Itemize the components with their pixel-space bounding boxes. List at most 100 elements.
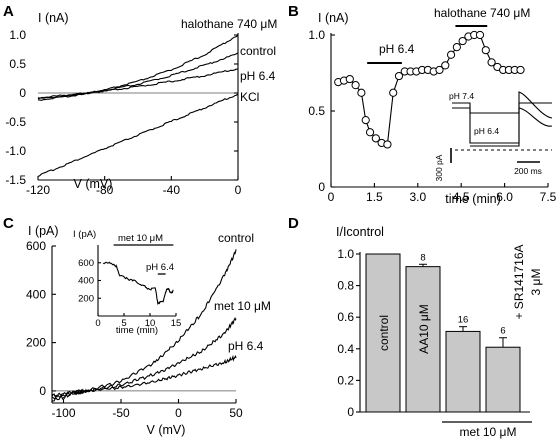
- panel-b-inset-label-ph64: pH 6.4: [474, 126, 499, 136]
- panel-b-data-point: [351, 81, 360, 90]
- panel-a-xtick-label: 0: [235, 183, 242, 197]
- panel-a-series-line: [37, 68, 239, 101]
- panel-c-ytick-label: 0: [39, 384, 46, 398]
- panel-b-xtick-label: 6.0: [496, 190, 513, 204]
- panel-b-bar-label-ph: pH 6.4: [379, 42, 415, 56]
- panel-b-data-point: [361, 116, 370, 125]
- panel-b-xtick-label: 4.5: [453, 190, 470, 204]
- panel-b-data-point: [357, 88, 366, 97]
- panel-d-bar-label: AA10 μM: [417, 304, 431, 354]
- panel-a-ytick-label: -1.0: [5, 144, 26, 158]
- panel-c-xlabel: V (mV): [147, 423, 186, 437]
- panel-b-data-point: [475, 30, 485, 40]
- panel-b-data-point: [441, 61, 450, 70]
- panel-c-xtick-label: 50: [229, 406, 243, 420]
- panel-d-bar-label: control: [377, 315, 391, 351]
- panel-b-data-point: [516, 65, 525, 75]
- panel-c-chart: I (pA) V (mV) control met 10 μM pH 6.4 I…: [26, 224, 271, 437]
- panel-a-label-halothane: halothane 740 μM: [181, 17, 277, 31]
- panel-d-bar: [365, 253, 401, 413]
- panel-d-n-label: 6: [500, 326, 505, 337]
- panel-d-ytick-label: 0.8: [337, 279, 354, 293]
- panel-b-data-point: [345, 74, 354, 84]
- panel-b-data-point: [371, 134, 380, 143]
- panel-b-bar-label-halothane: halothane 740 μM: [434, 6, 530, 20]
- panel-c-ytick-label: 600: [26, 239, 46, 253]
- panel-d-sr-label: + SR141716A: [512, 244, 526, 319]
- panel-b-data-point: [435, 65, 444, 75]
- panel-c-inset-trace: [103, 261, 174, 306]
- panel-b-inset-scale-y: 300 pA: [434, 154, 444, 181]
- panel-d-ytick-label: 1.0: [337, 247, 354, 261]
- panel-d-bar: [445, 330, 481, 413]
- panel-label-b: B: [288, 3, 299, 20]
- panel-a-ytick-label: -0.5: [5, 115, 26, 129]
- panel-c-inset-ytick-label: 400: [78, 276, 94, 287]
- panel-c-inset-xtick-label: 15: [171, 318, 182, 329]
- panel-a-series-line: [37, 93, 239, 177]
- panel-c-inset-xtick-label: 10: [145, 318, 156, 329]
- panel-b-data-point: [458, 36, 467, 46]
- panel-a-xtick-label: -120: [26, 183, 50, 197]
- panel-b-data-point: [446, 50, 456, 59]
- panel-label-d: D: [288, 215, 299, 232]
- panel-c-series-line: [51, 354, 237, 398]
- panel-d-bar: [485, 346, 521, 413]
- panel-b-data-point: [487, 58, 496, 67]
- panel-b-xtick-label: 3.0: [409, 190, 426, 204]
- panel-c-xtick-label: 0: [175, 406, 182, 420]
- panel-b-inset-scale-x: 200 ms: [514, 166, 542, 176]
- panel-b-data-point: [365, 128, 375, 137]
- panel-d-ytick-label: 0.2: [337, 373, 354, 387]
- panel-a-ytick-label: 0.5: [9, 57, 26, 71]
- panel-b-ylabel: I (nA): [318, 11, 349, 25]
- panel-b-inset-label-ph74: pH 7.4: [449, 91, 474, 101]
- panel-a-label-kcl: KCl: [240, 90, 259, 104]
- panel-b-ytick-label: 0: [318, 180, 325, 194]
- panel-b-xtick-label: 7.5: [540, 190, 557, 204]
- panel-b-xtick-label: 1.5: [366, 190, 383, 204]
- panel-d-chart: I/Icontrol met 10 μM 0 0.2 0.4 0.6 0.8 1.0 con…: [336, 225, 543, 439]
- panel-c-inset-xtick-label: 5: [121, 318, 126, 329]
- panel-d-group-label: met 10 μM: [460, 425, 517, 439]
- panel-c-inset-ytick-label: 600: [78, 258, 94, 269]
- panel-c-ytick-label: 200: [26, 336, 46, 350]
- panel-a-series-line: [37, 34, 239, 99]
- panel-c-ylabel: I (pA): [28, 224, 59, 238]
- panel-label-a: A: [3, 3, 14, 20]
- panel-c-ytick-label: 400: [26, 287, 46, 301]
- panel-b-inset-trace-74: [452, 102, 552, 114]
- panel-a-ytick-label: 1.0: [9, 28, 26, 42]
- panel-b-inset-trace-tail: [470, 91, 553, 147]
- panel-c-inset-xtick-label: 0: [95, 318, 100, 329]
- panel-label-c: C: [3, 215, 14, 232]
- panel-c-inset-ylabel: I (pA): [73, 229, 96, 240]
- panel-a-series-line: [37, 52, 239, 100]
- panel-c-xtick-label: -50: [112, 406, 130, 420]
- panel-b-data-point: [394, 71, 404, 81]
- panel-a-ylabel: I (nA): [38, 11, 69, 25]
- panel-c-inset-xlabel: time (min): [116, 325, 158, 336]
- panel-d-n-label: 8: [420, 252, 425, 263]
- panel-c-xtick-label: -100: [51, 406, 75, 420]
- panel-c-inset-bar-label-ph: pH 6.4: [146, 262, 174, 273]
- panel-b-data-point: [481, 46, 490, 55]
- panel-b-data-point: [389, 88, 398, 97]
- panel-a-label-control: control: [240, 44, 276, 58]
- panel-a-xtick-label: -80: [96, 183, 114, 197]
- panel-b-xtick-label: 0: [328, 190, 335, 204]
- panel-c-label-ph: pH 6.4: [228, 339, 264, 353]
- panel-d-sr-dose-label: 3 μM: [529, 269, 543, 296]
- panel-a-chart: I (nA) V (mV) halothane 740 μM control p…: [5, 11, 277, 197]
- panel-b-chart: I (nA) time (min) pH 6.4 halothane 740 μ…: [308, 6, 556, 206]
- panel-a-ytick-label: 0: [19, 86, 26, 100]
- panel-d-ytick-label: 0: [347, 405, 354, 419]
- panel-a-xtick-label: -40: [163, 183, 181, 197]
- panel-a-ytick-label: -1.5: [5, 173, 26, 187]
- panel-b-inset-trace-64: [452, 107, 553, 144]
- panel-d-ytick-label: 0.4: [337, 342, 354, 356]
- panel-b-data-point: [452, 43, 461, 52]
- panel-d-n-label: 16: [458, 315, 469, 326]
- panel-b-data-point: [383, 140, 392, 149]
- panel-a-label-ph: pH 6.4: [240, 69, 276, 83]
